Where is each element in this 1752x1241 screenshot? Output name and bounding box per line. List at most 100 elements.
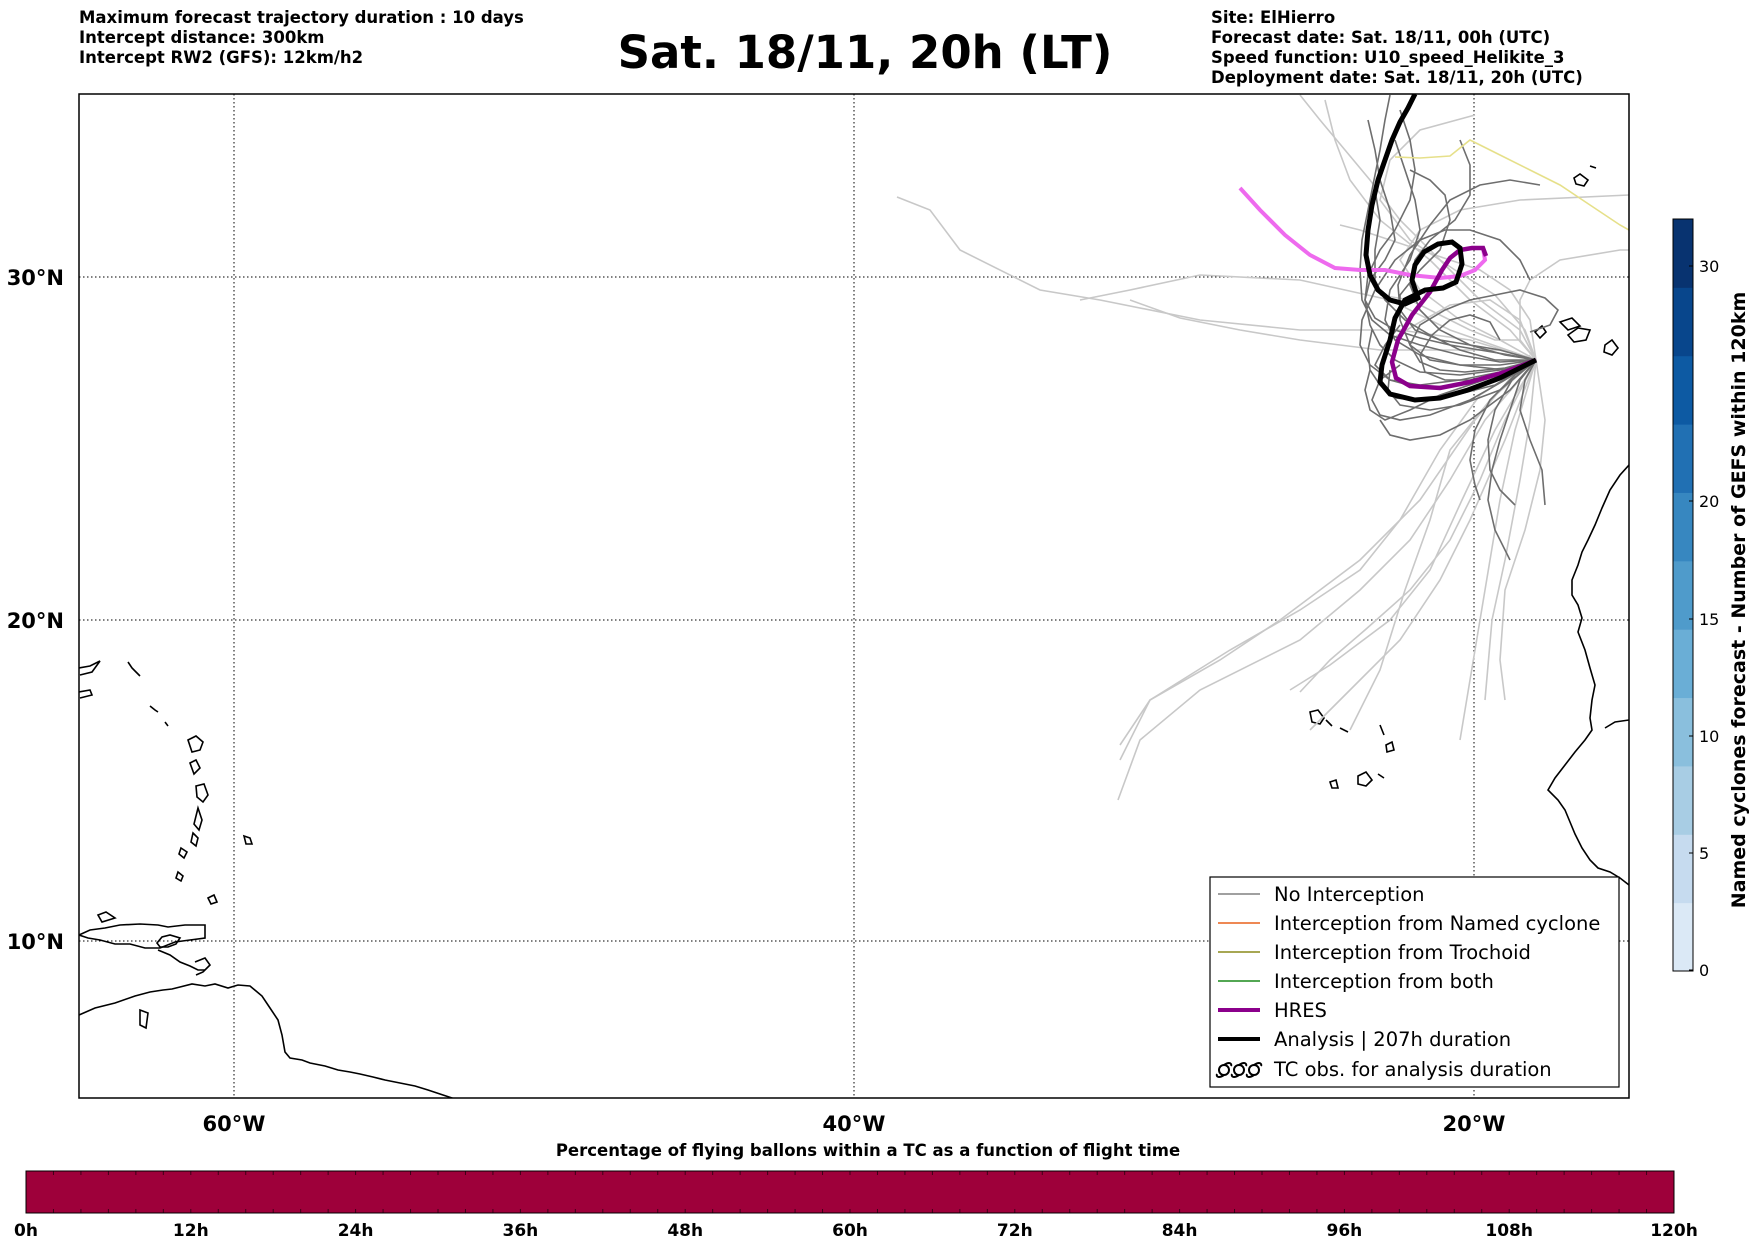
coast-island <box>96 911 117 923</box>
lon-label: 40°W <box>823 1112 886 1136</box>
legend-label: Interception from Named cyclone <box>1274 912 1600 935</box>
colorbar-cell <box>1673 629 1693 699</box>
colorbar-bottom-tick-label: 24h <box>338 1221 374 1241</box>
colorbar-bottom-tick-label: 72h <box>997 1221 1033 1241</box>
colorbar-cell <box>1673 424 1693 493</box>
colorbar-cell <box>1673 355 1693 425</box>
colorbar-bottom-labels: 0h 12h 24h 36h 48h 60h 72h 84h 96h 108h 120h <box>14 1221 1698 1241</box>
header-left-info: Maximum forecast trajectory duration : 1… <box>79 8 524 68</box>
header-right-info: Site: ElHierro Forecast date: Sat. 18/11… <box>1211 8 1583 88</box>
colorbar-tick-label: 10 <box>1699 727 1719 746</box>
trajectory <box>1364 119 1537 361</box>
trajectory <box>1519 359 1546 506</box>
coast-island <box>139 1008 149 1030</box>
coast-cape-verde <box>1377 773 1385 779</box>
trajectory <box>1499 359 1546 701</box>
coast-canary <box>1558 317 1582 331</box>
colorbar-ticks <box>1689 265 1693 971</box>
coast-africa-bays <box>1604 719 1629 729</box>
trajectory <box>1374 189 1536 361</box>
colorbar-cell <box>1673 287 1693 357</box>
coast-island <box>242 834 254 845</box>
coast-island <box>187 735 204 753</box>
colorbar-bottom: Percentage of flying ballons within a TC… <box>14 1141 1698 1241</box>
trajectory <box>1324 99 1537 361</box>
coast-island <box>193 805 203 832</box>
colorbar-cells <box>1673 219 1693 972</box>
trajectory <box>896 196 1537 361</box>
coast-island <box>164 721 169 727</box>
colorbar-bottom-tick-label: 84h <box>1162 1221 1198 1241</box>
legend-label: Analysis | 207h duration <box>1274 1028 1511 1051</box>
coast-cape-verde <box>1325 719 1333 727</box>
colorbar-cell <box>1673 697 1693 767</box>
tc-symbol-icon <box>1215 1062 1263 1078</box>
colorbar-tick-label: 0 <box>1699 961 1709 980</box>
lon-label: 60°W <box>203 1112 266 1136</box>
trajectory <box>1119 354 1531 746</box>
trajectory <box>1399 194 1629 361</box>
page-title: Sat. 18/11, 20h (LT) <box>617 26 1113 79</box>
colorbar-tick-label: 30 <box>1699 257 1719 276</box>
colorbar-bottom-tick-label: 12h <box>173 1221 209 1241</box>
coast-canary <box>1573 173 1590 187</box>
lat-label: 20°N <box>7 609 64 633</box>
colorbar-cell <box>1673 765 1693 835</box>
trajectory <box>1487 359 1537 506</box>
lat-label: 10°N <box>7 930 64 954</box>
coast-cape-verde <box>1339 727 1349 733</box>
trajectory <box>1487 359 1537 561</box>
colorbar-bottom-tick-label: 120h <box>1650 1221 1698 1241</box>
legend-label: Interception from Trochoid <box>1274 941 1531 964</box>
legend-box <box>1209 876 1620 1088</box>
coast-canary <box>1603 338 1620 356</box>
legend: No Interception Interception from Named … <box>1209 876 1620 1088</box>
coast-cape-verde <box>1357 770 1374 787</box>
coast-cape-verde <box>1379 724 1385 736</box>
analysis-track <box>1363 94 1538 403</box>
colorbar-right: 0 5 10 15 20 30 Named cyclones forecast … <box>1672 218 1750 980</box>
longitude-labels: 60°W 40°W 20°W <box>203 1112 1506 1136</box>
colorbar-bottom-tick-label: 60h <box>832 1221 868 1241</box>
coast-gulf-paria <box>157 949 205 971</box>
trajectory <box>1371 359 1537 421</box>
coast-orinoco <box>194 957 212 976</box>
legend-label: Interception from both <box>1274 970 1494 993</box>
coast-south-america <box>79 983 454 1098</box>
colorbar-cell <box>1673 219 1693 288</box>
trajectory <box>1359 94 1537 363</box>
coast-island <box>149 705 159 713</box>
colorbar-bottom-tick-label: 96h <box>1327 1221 1363 1241</box>
trajectory <box>1389 299 1537 361</box>
coast-venezuela <box>79 923 206 949</box>
coast-canary <box>1589 165 1597 169</box>
header-right-line: Speed function: U10_speed_Helikite_3 <box>1211 48 1565 67</box>
tc-track-yellow <box>1394 139 1629 231</box>
colorbar-tick-label: 5 <box>1699 844 1709 863</box>
trajectory <box>1299 359 1537 693</box>
lat-label: 30°N <box>7 266 64 290</box>
coast-island <box>79 660 101 676</box>
header-left-line: Maximum forecast trajectory duration : 1… <box>79 8 524 27</box>
hres-track <box>1389 245 1537 391</box>
trajectory <box>1289 359 1537 691</box>
colorbar-bottom-ticks <box>52 1171 1648 1213</box>
coast-island <box>178 846 189 860</box>
coast-island <box>79 689 94 699</box>
trajectory <box>1409 289 1559 373</box>
lon-label: 20°W <box>1443 1112 1506 1136</box>
trajectory <box>1119 359 1537 761</box>
coast-island <box>206 893 219 905</box>
map-frame <box>78 93 1630 1099</box>
colorbar-tick-label: 15 <box>1699 610 1719 629</box>
trajectory <box>1399 169 1537 366</box>
coast-island <box>175 870 184 883</box>
trajectory <box>1379 359 1537 441</box>
legend-label: HRES <box>1274 999 1327 1022</box>
colorbar-bottom-tick-label: 0h <box>14 1221 38 1241</box>
colorbar-cell <box>1673 902 1693 972</box>
latitude-labels: 30°N 20°N 10°N <box>7 266 64 954</box>
colorbar-bottom-tick-label: 48h <box>667 1221 703 1241</box>
hres-light-track <box>1238 186 1488 281</box>
